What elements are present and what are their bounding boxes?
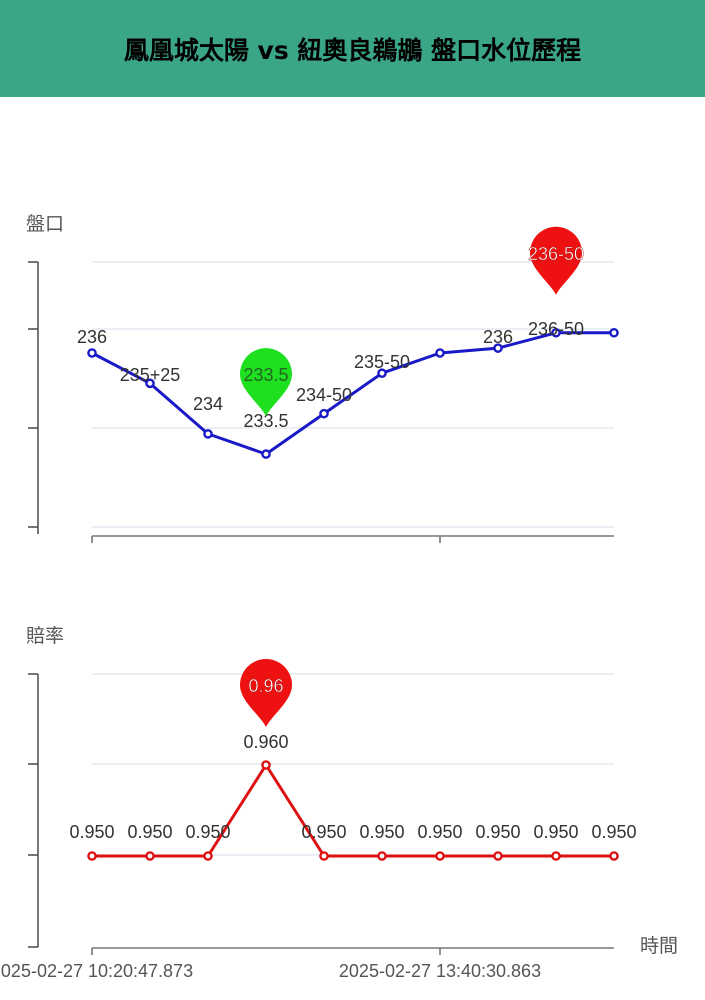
data-point [493,851,503,861]
page-title: 鳳凰城太陽 vs 紐奧良鵜鶘 盤口水位歷程 [123,35,582,65]
data-point [87,851,97,861]
data-point [551,851,561,861]
data-label: 235+25 [120,365,181,385]
data-point [87,348,97,358]
data-label: 234 [193,394,223,414]
data-label: 0.950 [127,822,172,842]
x-tick-label: 2025-02-27 13:40:30.863 [339,961,541,981]
series-line [92,763,614,858]
data-point [609,851,619,861]
data-label: 236-50 [528,319,584,339]
max-marker-pin [240,659,292,727]
data-label: 0.950 [475,822,520,842]
x-axis-label: 時間 [640,935,678,957]
data-point [203,429,213,439]
data-label: 0.950 [591,822,636,842]
data-point [261,449,271,459]
max-marker-label: 0.96 [248,676,283,696]
data-point [435,851,445,861]
data-point [145,851,155,861]
data-label: 0.950 [301,822,346,842]
min-marker-pin [240,348,292,417]
series-line [91,331,614,456]
max-marker-pin [530,226,582,295]
data-point [145,378,155,389]
data-label: 0.950 [417,822,462,842]
data-label: 233.5 [243,411,288,431]
data-point [203,851,213,861]
min-marker-label: 233.5 [243,365,288,385]
data-label: 0.950 [69,822,114,842]
data-label: 235-50 [354,352,410,372]
data-point [319,851,329,861]
data-point [551,327,561,338]
max-marker-label: 236-50 [528,244,584,264]
data-label: 236 [483,327,513,347]
data-point [377,368,387,379]
data-point [493,343,503,353]
data-label: 0.950 [359,822,404,842]
data-point [609,327,619,338]
data-point [435,348,445,358]
page-header: 鳳凰城太陽 vs 紐奧良鵜鶘 盤口水位歷程 [0,0,705,97]
data-label: 0.950 [185,822,230,842]
y-axis-label: 盤口 [26,213,64,235]
data-point [377,851,387,861]
x-tick-label: 2025-02-27 10:20:47.873 [0,961,193,981]
data-label: 0.950 [533,822,578,842]
data-label: 0.960 [243,732,288,752]
data-point [319,408,329,419]
y-axis-label: 賠率 [26,625,64,647]
data-label: 234-50 [296,385,352,405]
data-point [261,760,271,770]
data-label: 236 [77,327,107,347]
